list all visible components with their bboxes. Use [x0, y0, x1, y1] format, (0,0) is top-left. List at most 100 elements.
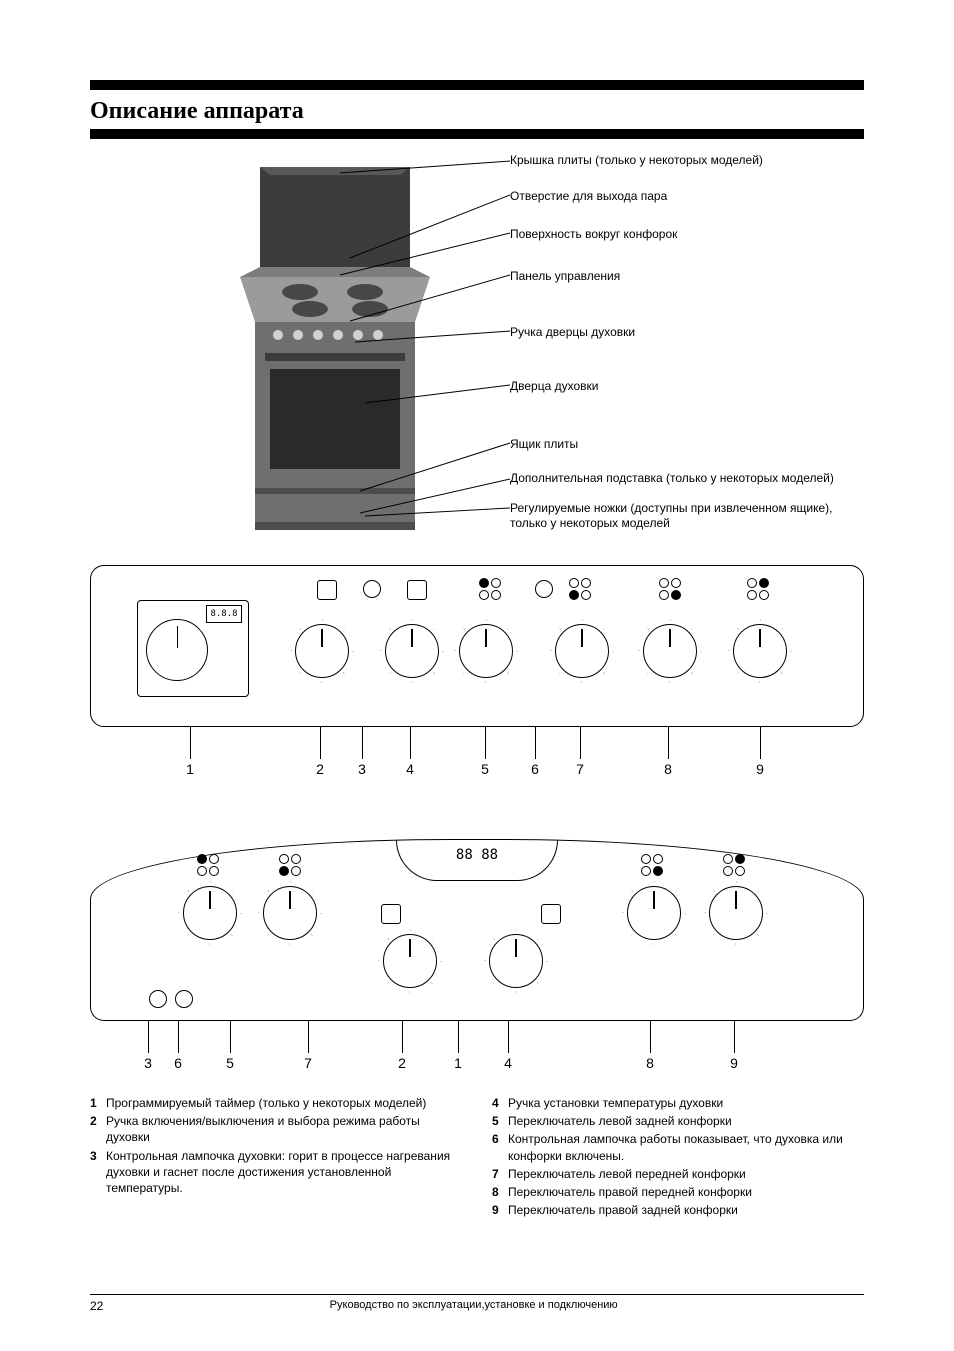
indicator-lamp-icon — [175, 990, 193, 1008]
legend-text: Переключатель левой передней конфорки — [508, 1166, 746, 1182]
footer-center-text: Руководство по эксплуатации,установке и … — [103, 1299, 844, 1313]
legend-num: 2 — [90, 1113, 100, 1145]
label-num: 5 — [481, 761, 489, 777]
callout-steam-vent: Отверстие для выхода пара — [510, 189, 864, 204]
timer-digital-b-value: 88 88 — [456, 847, 498, 863]
label-num: 4 — [504, 1055, 512, 1071]
callout-drawer: Ящик плиты — [510, 437, 864, 452]
burner-icon-rear-left — [197, 854, 219, 876]
burner-knob-rear-right — [733, 624, 787, 678]
burner-knob-front-right — [643, 624, 697, 678]
top-rule — [90, 80, 864, 90]
legend-num: 9 — [492, 1202, 502, 1218]
manual-page: Описание аппарата — [0, 0, 954, 1351]
indicator-lamp-icon — [149, 990, 167, 1008]
legend-num: 1 — [90, 1095, 100, 1111]
legend-text: Ручка включения/выключения и выбора режи… — [106, 1113, 462, 1145]
timer-digital-display: 8.8.8 — [206, 605, 242, 623]
legend-item: 9Переключатель правой задней конфорки — [492, 1202, 864, 1218]
callout-control-panel: Панель управления — [510, 269, 864, 284]
burner-icon-front-left — [279, 854, 301, 876]
legend-col-left: 1 Программируемый таймер (только у некото… — [90, 1095, 462, 1220]
burner-icon-front-left — [569, 578, 591, 600]
callout-lines — [90, 153, 864, 553]
legend-text: Переключатель правой передней конфорки — [508, 1184, 752, 1200]
page-footer: 22 Руководство по эксплуатации,установке… — [90, 1294, 864, 1313]
legend-item: 1 Программируемый таймер (только у некото… — [90, 1095, 462, 1111]
thermostat-icon — [541, 904, 561, 924]
callout-lid: Крышка плиты (только у некоторых моделей… — [510, 153, 864, 168]
oven-mode-knob — [295, 624, 349, 678]
callout-oven-handle: Ручка дверцы духовки — [510, 325, 864, 340]
oven-temp-knob — [489, 934, 543, 988]
label-num: 1 — [186, 761, 194, 777]
legend-text: Программируемый таймер (только у некотор… — [106, 1095, 426, 1111]
label-num: 6 — [531, 761, 539, 777]
label-num: 3 — [144, 1055, 152, 1071]
label-num: 2 — [398, 1055, 406, 1071]
legend-item: 4 Ручка установки температуры духовки — [492, 1095, 864, 1111]
burner-knob-front-left — [555, 624, 609, 678]
label-num: 1 — [454, 1055, 462, 1071]
label-num: 3 — [358, 761, 366, 777]
legend-text: Ручка установки температуры духовки — [508, 1095, 723, 1111]
legend-text: Переключатель левой задней конфорки — [508, 1113, 732, 1129]
legend-num: 8 — [492, 1184, 502, 1200]
label-num: 7 — [304, 1055, 312, 1071]
timer-module: 8.8.8 — [137, 600, 249, 697]
oven-mode-icon — [381, 904, 401, 924]
legend-num: 6 — [492, 1131, 502, 1163]
label-num: 5 — [226, 1055, 234, 1071]
legend: 1 Программируемый таймер (только у некото… — [90, 1095, 864, 1220]
legend-item: 6Контрольная лампочка работы показывает,… — [492, 1131, 864, 1163]
callout-extra-stand: Дополнительная подставка (только у некот… — [510, 471, 864, 486]
burner-knob-rear-left — [459, 624, 513, 678]
burner-knob-rear-left — [183, 886, 237, 940]
legend-num: 3 — [90, 1148, 100, 1197]
indicator-lamp-icon — [363, 580, 381, 598]
panel-a-leader-row: 1 2 3 4 5 6 7 8 9 — [90, 727, 864, 783]
legend-num: 4 — [492, 1095, 502, 1111]
burner-icon-rear-left — [479, 578, 501, 600]
burner-knob-front-right — [627, 886, 681, 940]
burner-icon-front-right — [659, 578, 681, 600]
legend-text: Контрольная лампочка работы показывает, … — [508, 1131, 864, 1163]
burner-icon-front-right — [641, 854, 663, 876]
legend-item: 8 Переключатель правой передней конфорки — [492, 1184, 864, 1200]
callout-hob-surface: Поверхность вокруг конфорок — [510, 227, 864, 242]
callout-oven-door: Дверца духовки — [510, 379, 864, 394]
label-num: 8 — [646, 1055, 654, 1071]
label-num: 6 — [174, 1055, 182, 1071]
thermostat-icon — [407, 580, 427, 600]
title-underline — [90, 129, 864, 139]
burner-icon-rear-right — [747, 578, 769, 600]
legend-text: Контрольная лампочка духовки: горит в пр… — [106, 1148, 462, 1197]
label-num: 8 — [664, 761, 672, 777]
panel-b-leader-row: 3 6 5 7 2 1 4 8 9 — [90, 1021, 864, 1077]
stove-diagram: Крышка плиты (только у некоторых моделей… — [90, 153, 864, 553]
legend-num: 5 — [492, 1113, 502, 1129]
legend-item: 2Ручка включения/выключения и выбора реж… — [90, 1113, 462, 1145]
legend-item: 7 Переключатель левой передней конфорки — [492, 1166, 864, 1182]
control-panel-a: 8.8.8 — [90, 565, 864, 727]
legend-num: 7 — [492, 1166, 502, 1182]
burner-knob-front-left — [263, 886, 317, 940]
burner-knob-rear-right — [709, 886, 763, 940]
legend-col-right: 4 Ручка установки температуры духовки 5 Пе… — [492, 1095, 864, 1220]
indicator-lamp-icon — [535, 580, 553, 598]
section-title: Описание аппарата — [90, 98, 864, 129]
legend-item: 5 Переключатель левой задней конфорки — [492, 1113, 864, 1129]
burner-icon-rear-right — [723, 854, 745, 876]
oven-temp-knob — [385, 624, 439, 678]
page-number: 22 — [90, 1299, 103, 1313]
oven-mode-knob — [383, 934, 437, 988]
label-num: 9 — [756, 761, 764, 777]
callout-adj-feet: Регулируемые ножки (доступны при извлече… — [510, 501, 864, 531]
label-num: 4 — [406, 761, 414, 777]
timer-digital-b: 88 88 — [396, 840, 558, 881]
timer-dial-icon — [146, 619, 208, 681]
oven-mode-icon — [317, 580, 337, 600]
legend-item: 3Контрольная лампочка духовки: горит в п… — [90, 1148, 462, 1197]
control-panel-b: 88 88 — [90, 839, 864, 1021]
label-num: 9 — [730, 1055, 738, 1071]
